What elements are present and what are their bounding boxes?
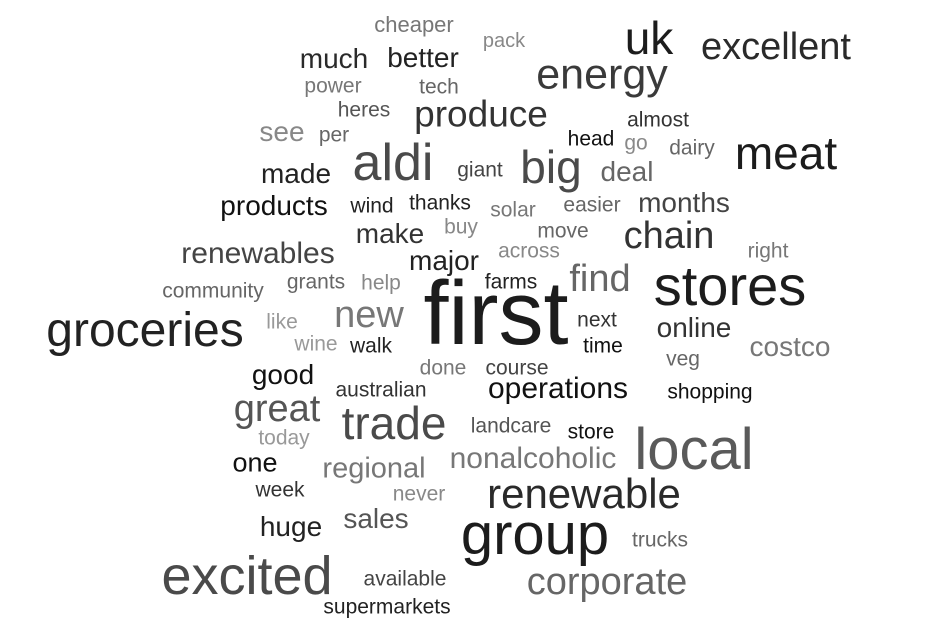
word-one: one <box>232 447 278 478</box>
word-renewables: renewables <box>181 237 335 270</box>
word-head: head <box>567 127 615 151</box>
word-huge: huge <box>259 511 323 542</box>
word-corporate: corporate <box>526 561 688 603</box>
word-heres: heres <box>337 98 391 122</box>
word-find: find <box>569 258 631 300</box>
word-thanks: thanks <box>409 191 471 215</box>
word-done: done <box>419 356 467 380</box>
word-walk: walk <box>349 334 393 358</box>
word-group: group <box>460 502 610 567</box>
word-major: major <box>408 245 480 276</box>
word-stores: stores <box>653 254 807 317</box>
word-per: per <box>318 123 350 147</box>
word-move: move <box>537 219 589 243</box>
word-produce: produce <box>414 93 548 135</box>
word-local: local <box>634 417 754 482</box>
word-costco: costco <box>749 331 831 362</box>
word-good: good <box>251 359 315 390</box>
word-time: time <box>583 334 623 358</box>
word-big: big <box>520 141 582 193</box>
word-australian: australian <box>335 378 427 402</box>
word-nonalcoholic: nonalcoholic <box>449 442 617 475</box>
word-make: make <box>355 218 425 249</box>
word-community: community <box>162 279 264 303</box>
word-giant: giant <box>457 158 503 182</box>
word-uk: uk <box>624 12 674 64</box>
word-supermarkets: supermarkets <box>323 595 451 619</box>
word-easier: easier <box>563 193 621 217</box>
word-trucks: trucks <box>631 528 689 552</box>
word-across: across <box>498 239 560 263</box>
word-great: great <box>233 388 321 430</box>
word-help: help <box>361 271 401 295</box>
word-right: right <box>747 239 789 263</box>
word-veg: veg <box>666 347 700 371</box>
word-excited: excited <box>161 546 333 606</box>
word-like: like <box>266 310 298 334</box>
word-better: better <box>387 42 459 73</box>
word-renewable: renewable <box>487 470 681 517</box>
word-cheaper: cheaper <box>374 12 454 37</box>
word-meat: meat <box>734 127 838 179</box>
word-pack: pack <box>482 30 526 52</box>
word-products: products <box>220 190 328 221</box>
word-solar: solar <box>490 198 536 222</box>
word-shopping: shopping <box>667 380 753 404</box>
word-made: made <box>260 158 332 189</box>
word-course: course <box>485 356 549 380</box>
word-energy: energy <box>536 50 668 99</box>
word-months: months <box>638 187 730 218</box>
word-much: much <box>299 43 369 74</box>
word-wine: wine <box>294 332 338 356</box>
word-today: today <box>258 426 310 450</box>
word-week: week <box>255 478 305 502</box>
word-regional: regional <box>322 452 426 485</box>
word-first: first <box>423 264 569 364</box>
word-excellent: excellent <box>701 26 851 68</box>
word-available: available <box>363 567 447 591</box>
word-store: store <box>567 420 615 444</box>
word-chain: chain <box>623 215 715 257</box>
word-go: go <box>624 131 648 155</box>
word-operations: operations <box>487 372 629 405</box>
word-wind: wind <box>350 194 394 218</box>
word-trade: trade <box>341 397 447 449</box>
word-almost: almost <box>627 108 689 132</box>
word-power: power <box>304 74 362 98</box>
word-grants: grants <box>286 270 346 294</box>
word-new: new <box>334 294 404 336</box>
word-aldi: aldi <box>352 134 434 192</box>
word-groceries: groceries <box>46 304 244 357</box>
word-farms: farms <box>484 270 538 294</box>
word-deal: deal <box>600 156 654 187</box>
word-never: never <box>392 482 446 506</box>
word-dairy: dairy <box>669 136 715 160</box>
word-buy: buy <box>444 215 478 239</box>
word-tech: tech <box>419 75 459 99</box>
word-landcare: landcare <box>470 414 552 438</box>
word-online: online <box>656 312 732 343</box>
word-sales: sales <box>343 503 409 534</box>
word-see: see <box>259 116 305 147</box>
word-next: next <box>577 308 617 332</box>
